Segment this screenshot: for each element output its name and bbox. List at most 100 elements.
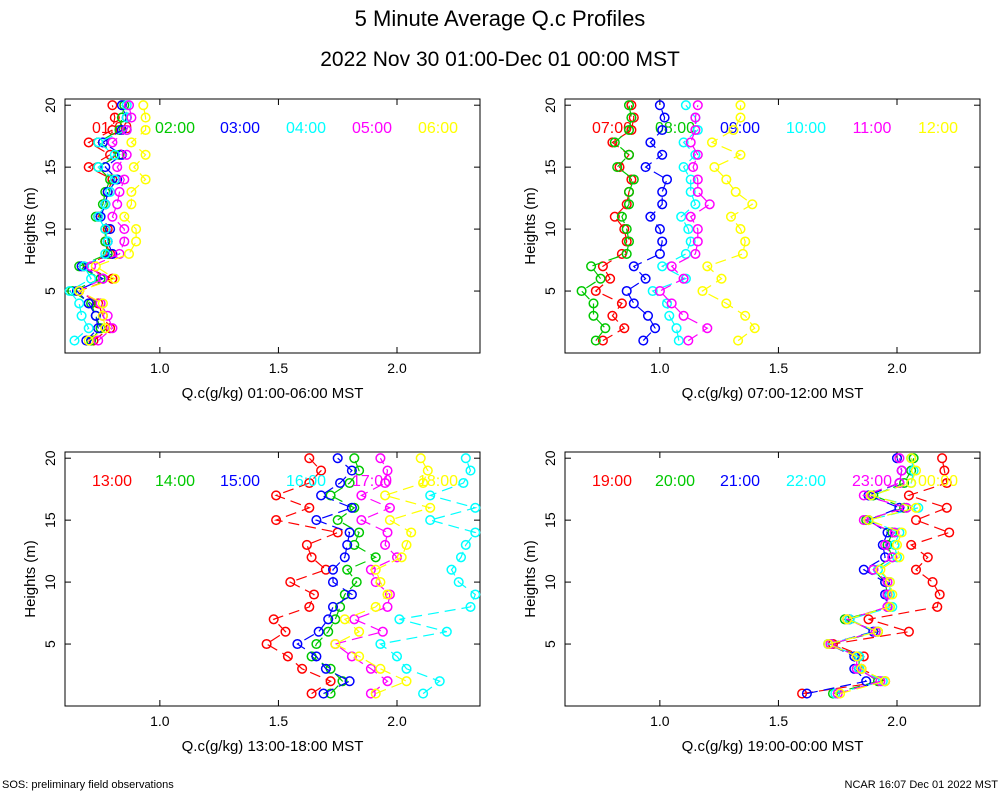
data-point [470,502,481,513]
data-point [382,676,393,687]
data-point [97,137,108,148]
data-point [418,688,429,699]
data-point [140,174,151,185]
series-0800 [576,100,639,346]
data-point [932,601,943,612]
data-point [131,236,142,247]
data-point [114,186,125,197]
data-point [685,174,696,185]
data-point [83,335,94,346]
data-point [112,199,123,210]
data-point [894,477,905,489]
data-point [415,453,426,464]
legend-entry: 11:00 [853,120,892,137]
data-point [657,149,668,160]
data-point [83,298,94,309]
data-point [749,323,760,334]
y-axis-label: Heights (m) [522,187,539,265]
data-point [76,310,87,321]
data-point [370,564,381,575]
series-1600 [375,453,481,699]
data-point [470,589,481,600]
data-point [640,273,651,284]
data-point [121,149,132,160]
data-point [801,688,812,699]
data-point [657,261,668,272]
data-point [354,626,365,637]
data-point [645,211,656,222]
data-point [282,651,293,662]
x-tick-label: 2.0 [387,360,407,376]
data-point [349,614,360,625]
data-point [346,465,357,476]
data-point [308,589,320,600]
data-point [616,298,627,309]
data-point [944,527,955,538]
data-point [872,626,884,637]
data-point [401,663,412,674]
data-point [304,502,315,513]
series-line [68,105,128,342]
data-point [725,211,737,222]
data-point [102,310,113,321]
data-point [370,552,381,563]
data-point [126,112,137,123]
data-point [119,224,130,235]
series-1700 [330,453,403,699]
data-point [721,174,732,185]
data-point [654,100,665,111]
data-point [906,453,917,464]
data-point [380,477,391,489]
data-point [311,638,322,650]
data-point [370,688,381,699]
data-point [401,676,412,687]
series-2100 [801,453,907,699]
data-point [97,298,108,309]
data-point [128,162,139,173]
data-point [425,502,436,513]
chart-panel-2: 1.0 1.5 2.0 5 10 15 20 Q.c(g/kg) 07:00-12:00 MS… [522,97,981,402]
data-point [640,162,651,173]
data-point [313,626,324,637]
y-tick-label: 5 [542,640,558,648]
data-point [105,186,116,197]
data-point [425,490,436,501]
data-point [356,515,367,526]
data-point [702,323,713,334]
data-point [109,174,120,185]
data-point [100,199,111,210]
data-point [140,124,151,136]
data-point [83,162,94,173]
y-tick-label: 20 [542,450,558,466]
data-point [910,564,922,575]
chart-panel-3: 1.0 1.5 2.0 5 10 15 20 Q.c(g/kg) 13:00-18:00 MS… [22,450,481,755]
data-point [316,490,327,501]
data-point [301,539,312,550]
y-tick-label: 10 [42,221,58,237]
data-point [690,199,701,210]
data-point [109,112,120,123]
data-point [595,273,606,284]
data-point [858,564,869,575]
data-point [704,199,715,210]
data-point [268,614,279,625]
legend-entry: 19:00 [592,473,632,490]
data-point [899,477,910,489]
data-point [863,614,874,625]
data-point [880,676,891,687]
legend-entry: 22:00 [786,473,826,490]
data-point [365,564,376,575]
data-point [330,614,341,625]
series-line [77,105,147,342]
series-line [658,105,711,342]
data-point [382,527,393,538]
data-point [797,688,808,699]
legend-entry: 18:00 [418,473,458,490]
data-point [842,614,853,625]
data-point [697,285,708,297]
data-point [370,601,381,612]
data-point [887,589,898,600]
x-tick-label: 1.0 [650,360,670,376]
data-point [692,174,703,185]
plot-frame [64,98,481,354]
